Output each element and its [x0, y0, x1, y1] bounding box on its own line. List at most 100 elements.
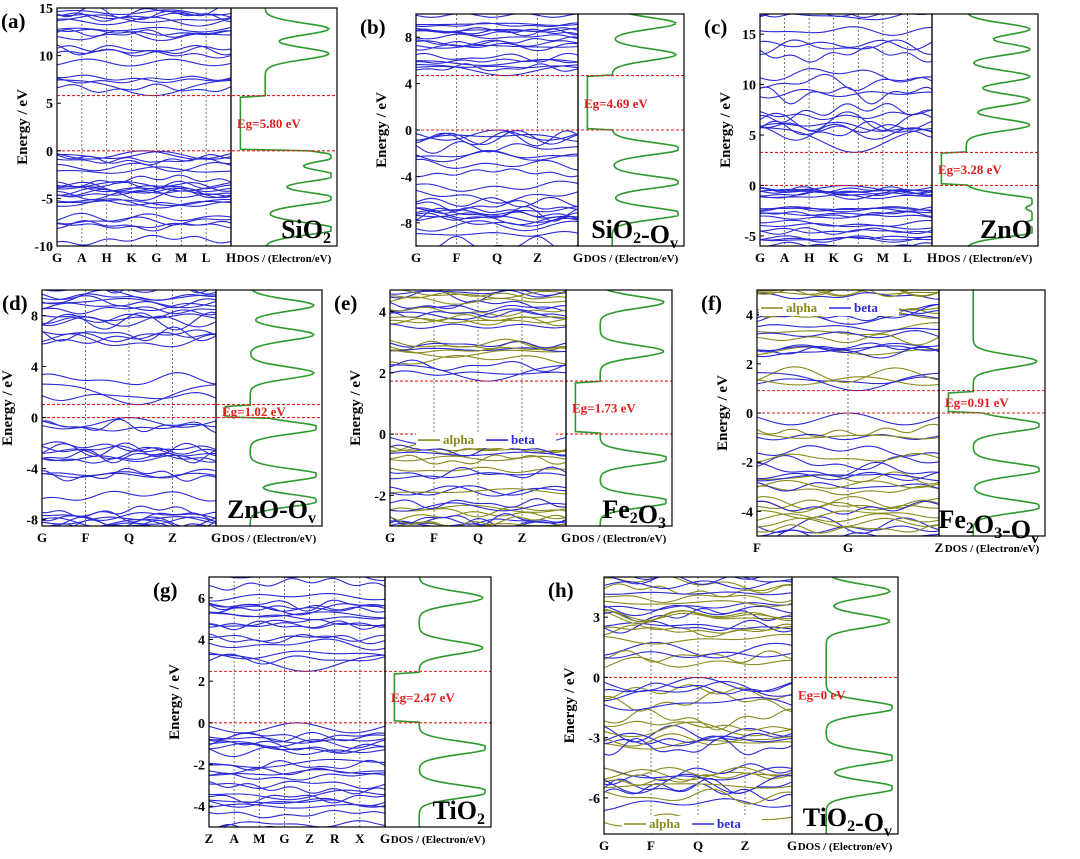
- kpoint-label: G: [853, 250, 863, 265]
- dos-axis-frame: [791, 576, 899, 835]
- panel-label: (e): [334, 291, 357, 315]
- band-line: [209, 789, 385, 801]
- kpoint-label: H: [226, 250, 236, 265]
- band-line: [760, 26, 932, 36]
- band-line: [42, 454, 216, 464]
- band-line: [757, 344, 939, 353]
- spin-legend: alpha beta: [416, 432, 556, 449]
- band-line: [42, 468, 216, 479]
- band-line: [604, 656, 792, 669]
- band-line: [209, 758, 385, 768]
- kpoint-label: A: [77, 250, 87, 265]
- band-line: [42, 293, 216, 309]
- dos-axis-frame: [577, 13, 685, 247]
- band-line: [390, 504, 566, 513]
- dos-axis-frame: [215, 289, 323, 527]
- band-axis-frame: [56, 7, 232, 247]
- band-line: [57, 75, 231, 84]
- band-line: [757, 513, 939, 523]
- band-line: [390, 498, 566, 510]
- band-line: [57, 162, 231, 173]
- band-line: [760, 227, 932, 235]
- band-line: [57, 26, 231, 33]
- band-line: [42, 392, 216, 402]
- band-line: [209, 577, 385, 591]
- kpoint-label: G: [52, 250, 62, 265]
- kpoint-label: H: [927, 250, 937, 265]
- band-line: [57, 187, 231, 199]
- band-line: [42, 311, 216, 331]
- material-label: Fe2O3: [602, 495, 666, 532]
- band-line: [209, 742, 385, 754]
- y-tick-label: -3: [588, 732, 600, 747]
- band-line: [440, 290, 452, 291]
- band-line: [416, 58, 578, 66]
- kpoint-label: F: [453, 250, 461, 265]
- band-line: [757, 333, 939, 346]
- band-line: [604, 708, 792, 731]
- band-line: [604, 623, 792, 638]
- y-tick-label: 0: [198, 717, 205, 732]
- dos-axis-label: DOS / (Electron/eV): [798, 841, 893, 853]
- kpoint-label: Q: [492, 250, 502, 265]
- y-tick-label: -8: [26, 514, 38, 529]
- band-line: [416, 180, 578, 192]
- band-line: [416, 149, 578, 163]
- band-line: [42, 510, 216, 523]
- y-tick-label: 10: [39, 50, 53, 65]
- band-line: [604, 737, 792, 756]
- band-line: [757, 376, 939, 385]
- band-line: [57, 198, 231, 207]
- band-line: [760, 191, 932, 200]
- band-line: [760, 219, 932, 227]
- gap-label: Eg=0.91 eV: [945, 395, 1009, 410]
- band-line: [757, 452, 939, 463]
- y-tick-label: -5: [41, 192, 53, 207]
- band-line: [42, 290, 216, 305]
- band-line: [757, 376, 939, 386]
- band-line: [390, 323, 566, 329]
- band-line: [760, 187, 932, 195]
- band-line: [604, 600, 792, 607]
- y-tick-label: 4: [405, 78, 412, 93]
- y-tick-label: 4: [379, 305, 386, 320]
- kpoint-label: F: [82, 530, 90, 545]
- band-line: [42, 454, 216, 463]
- dos-axis-label: DOS / (Electron/eV): [938, 253, 1033, 265]
- band-line: [209, 638, 385, 651]
- band-line: [390, 485, 566, 497]
- band-line: [57, 180, 231, 191]
- y-tick-label: 5: [46, 97, 53, 112]
- kpoint-label: G: [843, 540, 853, 555]
- band-line: [390, 364, 566, 382]
- band-lines: [604, 577, 792, 827]
- band-line: [57, 79, 231, 97]
- y-axis-label: Energy / eV: [374, 92, 390, 168]
- kpoint-label: A: [229, 831, 239, 846]
- band-lines: [57, 8, 231, 246]
- band-line: [604, 768, 792, 781]
- band-line: [57, 185, 231, 193]
- kpoint-label: A: [780, 250, 790, 265]
- band-line: [42, 293, 216, 301]
- band-line: [209, 633, 385, 645]
- band-line: [416, 140, 578, 154]
- band-line: [209, 746, 385, 758]
- band-line: [209, 780, 385, 790]
- band-line: [604, 682, 792, 695]
- kpoint-label: Z: [305, 831, 314, 846]
- band-lines: [416, 14, 578, 246]
- band-line: [760, 109, 932, 121]
- band-line: [757, 454, 939, 471]
- legend-beta-label: beta: [854, 300, 878, 315]
- band-line: [390, 466, 566, 480]
- dos-axis-label: DOS / (Electron/eV): [945, 543, 1040, 555]
- gap-label: Eg=4.69 eV: [584, 96, 648, 111]
- band-line: [390, 514, 566, 526]
- band-line: [416, 196, 578, 208]
- y-tick-label: 0: [593, 671, 600, 686]
- gap-label: Eg=1.02 eV: [222, 404, 286, 419]
- band-line: [760, 14, 932, 18]
- band-line: [209, 611, 385, 619]
- band-line: [416, 206, 578, 216]
